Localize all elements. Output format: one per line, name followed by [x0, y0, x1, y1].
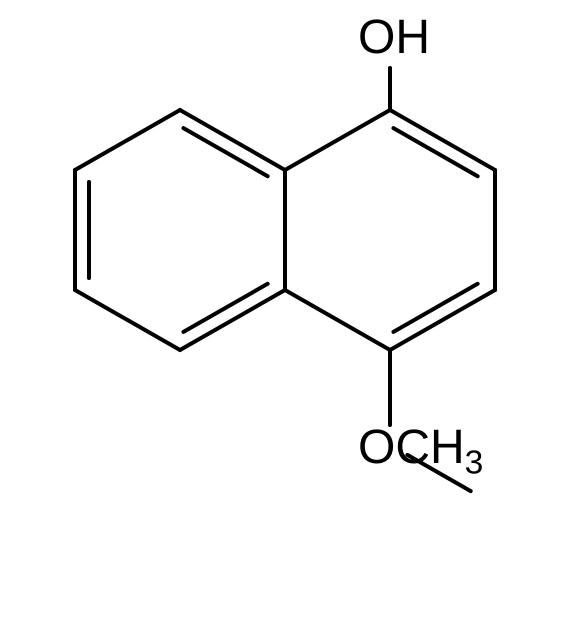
label-och3-sub: 3	[465, 445, 484, 482]
label-oh-text: OH	[358, 11, 430, 64]
label-oh: OH	[358, 10, 430, 65]
label-och3-text: OCH	[358, 421, 465, 474]
label-och3: OCH3	[358, 420, 483, 475]
molecule-canvas	[0, 0, 571, 640]
